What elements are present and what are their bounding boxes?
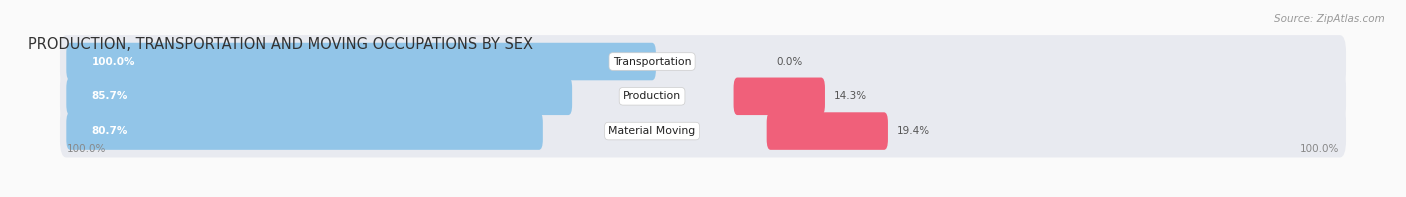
FancyBboxPatch shape: [66, 43, 655, 80]
Text: Production: Production: [623, 91, 681, 101]
Text: 19.4%: 19.4%: [897, 126, 929, 136]
FancyBboxPatch shape: [60, 105, 1346, 157]
Text: 0.0%: 0.0%: [776, 57, 803, 67]
FancyBboxPatch shape: [766, 112, 889, 150]
Text: 80.7%: 80.7%: [91, 126, 128, 136]
Text: Source: ZipAtlas.com: Source: ZipAtlas.com: [1274, 14, 1385, 24]
Text: PRODUCTION, TRANSPORTATION AND MOVING OCCUPATIONS BY SEX: PRODUCTION, TRANSPORTATION AND MOVING OC…: [28, 36, 533, 51]
FancyBboxPatch shape: [60, 35, 1346, 88]
Text: 100.0%: 100.0%: [66, 144, 105, 154]
FancyBboxPatch shape: [66, 112, 543, 150]
FancyBboxPatch shape: [60, 70, 1346, 123]
Text: 85.7%: 85.7%: [91, 91, 128, 101]
FancyBboxPatch shape: [66, 78, 572, 115]
Text: Material Moving: Material Moving: [609, 126, 696, 136]
Text: Transportation: Transportation: [613, 57, 692, 67]
Text: 100.0%: 100.0%: [91, 57, 135, 67]
FancyBboxPatch shape: [734, 78, 825, 115]
Text: 14.3%: 14.3%: [834, 91, 868, 101]
Text: 100.0%: 100.0%: [1301, 144, 1340, 154]
